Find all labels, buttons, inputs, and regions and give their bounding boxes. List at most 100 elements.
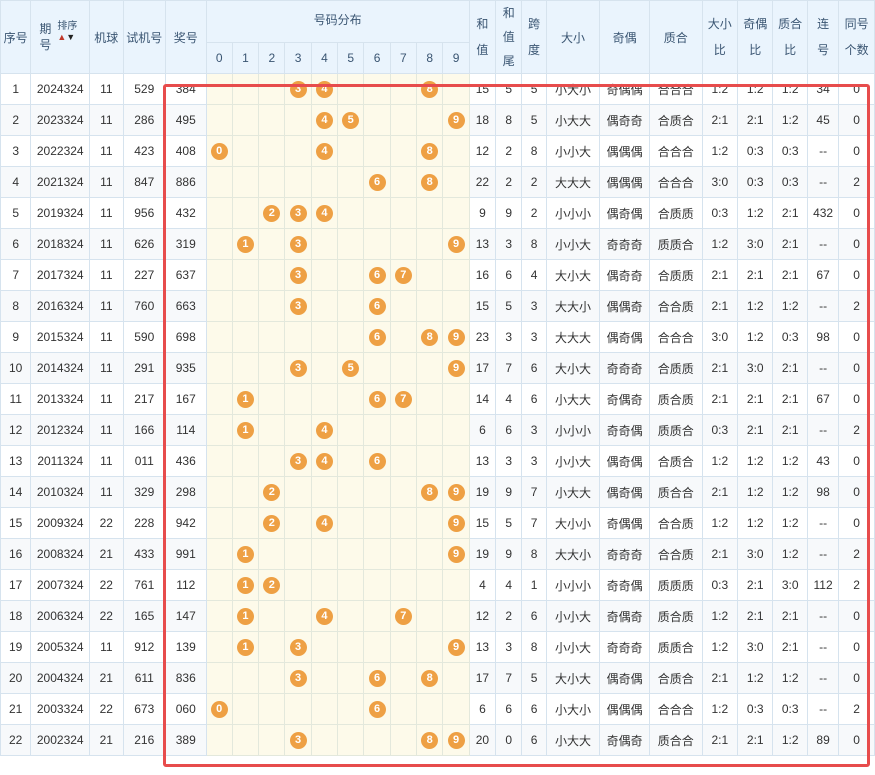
seq-cell: 13 [0, 445, 32, 477]
prize-cell: 384 [165, 73, 207, 105]
sort-control[interactable]: 排序 ▲▼ [57, 21, 77, 43]
distribution-cell-3: 3 [284, 197, 312, 229]
distribution-cell-4: 4 [310, 507, 339, 539]
machine-cell: 11 [89, 73, 124, 105]
bigsmall-cell: 大大大 [545, 166, 601, 198]
sum-cell: 13 [468, 445, 497, 477]
sort-asc-icon[interactable]: ▲ [57, 32, 67, 42]
distribution-cell-0 [205, 631, 233, 663]
number-ball: 8 [421, 142, 439, 160]
distribution-cell-2: 2 [258, 569, 286, 601]
distribution-cell-7 [389, 538, 418, 570]
distribution-cell-5 [337, 445, 365, 477]
primecomp-cell: 质合质 [648, 383, 703, 415]
distribution-cell-3 [284, 166, 312, 198]
distribution-cell-7 [389, 104, 418, 136]
span-cell: 2 [521, 166, 547, 198]
distribution-cell-5 [337, 507, 365, 539]
number-ball: 9 [447, 514, 465, 532]
oddeven-cell: 奇偶奇 [599, 383, 650, 415]
primecomp-cell: 合合合 [648, 693, 703, 725]
seq-cell: 12 [0, 414, 32, 446]
oddeven-cell: 奇奇奇 [599, 352, 650, 384]
primecomp-cell: 质质质 [648, 569, 703, 601]
distribution-cell-4: 4 [310, 73, 339, 105]
table-row: 17 2007324 22 761 112 1 2 4 4 1 小小小 奇奇偶 质质质 0:3 2:1 3:0… [0, 569, 875, 601]
distribution-cell-3: 3 [284, 352, 312, 384]
bigsmall-cell: 大小大 [545, 259, 601, 291]
sum-cell: 15 [468, 73, 497, 105]
distribution-cell-0 [205, 445, 233, 477]
bs-ratio-cell: 3:0 [701, 166, 739, 198]
sumtail-cell: 3 [495, 445, 523, 477]
distribution-cell-1 [231, 321, 260, 353]
bs-ratio-cell: 1:2 [701, 73, 739, 105]
number-ball: 2 [263, 483, 281, 501]
sumtail-cell: 2 [495, 600, 523, 632]
pc-ratio-cell: 1:2 [772, 538, 808, 570]
primecomp-cell: 合质质 [648, 197, 703, 229]
pc-ratio-cell: 0:3 [772, 693, 808, 725]
number-ball: 6 [368, 328, 386, 346]
distribution-cell-6 [363, 631, 391, 663]
same-cell: 2 [838, 414, 875, 446]
consec-cell: 432 [806, 197, 840, 229]
seq-cell: 9 [0, 321, 32, 353]
table-row: 7 2017324 11 227 637 3 6 7 16 6 4 大小大 偶奇奇 合质质 2:1 2:1 2:… [0, 259, 875, 291]
distribution-cell-2 [258, 73, 286, 105]
number-ball: 1 [236, 390, 254, 408]
sumtail-cell: 6 [495, 414, 523, 446]
bs-ratio-cell: 2:1 [701, 662, 739, 694]
distribution-cell-4 [310, 383, 339, 415]
distribution-cell-3 [284, 414, 312, 446]
table-row: 3 2022324 11 423 408 0 4 8 12 2 8 小小大 偶偶偶 合合合 1:2 0:3 0:… [0, 135, 875, 167]
distribution-cell-7 [389, 228, 418, 260]
same-cell: 0 [838, 383, 875, 415]
sort-label: 排序 [57, 21, 78, 32]
sort-desc-icon[interactable]: ▼ [66, 32, 76, 42]
bigsmall-cell: 大大大 [545, 321, 601, 353]
header-sumtail: 和值尾 [495, 0, 523, 74]
pc-ratio-cell: 2:1 [772, 383, 808, 415]
distribution-cell-9 [442, 73, 470, 105]
span-cell: 7 [521, 507, 547, 539]
oddeven-cell: 奇奇奇 [599, 538, 650, 570]
prize-cell: 147 [165, 600, 207, 632]
distribution-cell-8 [416, 197, 444, 229]
same-cell: 0 [838, 352, 875, 384]
distribution-cell-4: 4 [310, 600, 339, 632]
distribution-cell-0: 0 [205, 693, 233, 725]
distribution-cell-3: 3 [284, 631, 312, 663]
test-cell: 227 [122, 259, 167, 291]
sum-cell: 19 [468, 476, 497, 508]
number-ball: 4 [315, 204, 333, 222]
distribution-cell-7 [389, 321, 418, 353]
prize-cell: 836 [165, 662, 207, 694]
pc-ratio-cell: 1:2 [772, 724, 808, 756]
seq-cell: 18 [0, 600, 32, 632]
bigsmall-cell: 小大大 [545, 383, 601, 415]
issue-cell: 2004324 [30, 662, 91, 694]
distribution-cell-8 [416, 569, 444, 601]
bigsmall-cell: 大小大 [545, 352, 601, 384]
primecomp-cell: 合合合 [648, 166, 703, 198]
same-cell: 2 [838, 538, 875, 570]
primecomp-cell: 质质合 [648, 631, 703, 663]
prize-cell: 886 [165, 166, 207, 198]
bigsmall-cell: 小小小 [545, 197, 601, 229]
prize-cell: 935 [165, 352, 207, 384]
same-cell: 0 [838, 600, 875, 632]
sumtail-cell: 6 [495, 259, 523, 291]
test-cell: 761 [122, 569, 167, 601]
seq-cell: 3 [0, 135, 32, 167]
header-issue[interactable]: 期号排序 ▲▼ [30, 0, 91, 74]
prize-cell: 319 [165, 228, 207, 260]
distribution-cell-8 [416, 631, 444, 663]
issue-cell: 2013324 [30, 383, 91, 415]
sumtail-cell: 3 [495, 321, 523, 353]
number-ball: 5 [342, 359, 360, 377]
issue-cell: 2011324 [30, 445, 91, 477]
distribution-cell-8: 8 [416, 321, 444, 353]
issue-cell: 2023324 [30, 104, 91, 136]
prize-cell: 408 [165, 135, 207, 167]
